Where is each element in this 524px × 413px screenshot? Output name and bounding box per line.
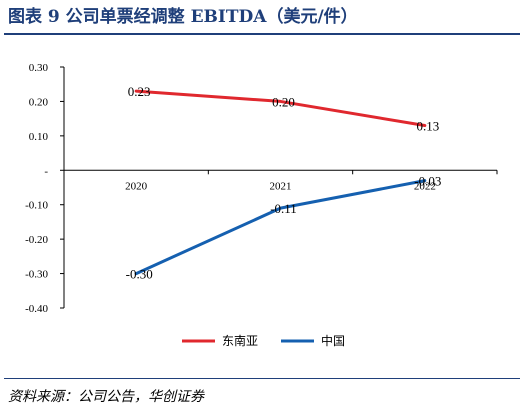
series-line-1	[134, 89, 427, 128]
y-tick-label: -0.20	[25, 234, 48, 246]
y-tick-label: 0.10	[29, 131, 49, 143]
legend-label: 中国	[321, 333, 345, 348]
data-label: 0.23	[128, 84, 151, 99]
y-tick-label: -0.10	[25, 200, 48, 212]
x-tick-label: 2021	[270, 180, 292, 192]
data-label: -0.03	[414, 174, 441, 189]
data-label: -0.11	[270, 201, 297, 216]
source-note: 资料来源：公司公告，华创证券	[8, 389, 204, 405]
y-tick-label: -	[44, 165, 48, 177]
y-tick-label: -0.30	[25, 269, 48, 281]
y-tick-label: 0.20	[29, 96, 49, 108]
y-tick-label: -0.40	[25, 303, 48, 315]
data-label: 0.20	[272, 94, 295, 109]
data-label: -0.30	[126, 267, 153, 282]
line-chart: 0.30 0.20 0.10 - -0.10 -0.20 -0.30 -0.40 2020 202…	[25, 62, 498, 348]
y-tick-label: 0.30	[29, 62, 49, 74]
legend-label: 东南亚	[222, 333, 258, 348]
x-tick-label: 2022	[414, 180, 436, 192]
series-line-2	[134, 179, 427, 276]
data-label: 0.13	[416, 119, 439, 134]
source-divider	[4, 378, 520, 379]
title-divider	[4, 33, 520, 35]
chart-title: 图表 9 公司单票经调整 EBITDA（美元/件）	[8, 7, 358, 27]
x-tick-label: 2020	[125, 180, 148, 192]
